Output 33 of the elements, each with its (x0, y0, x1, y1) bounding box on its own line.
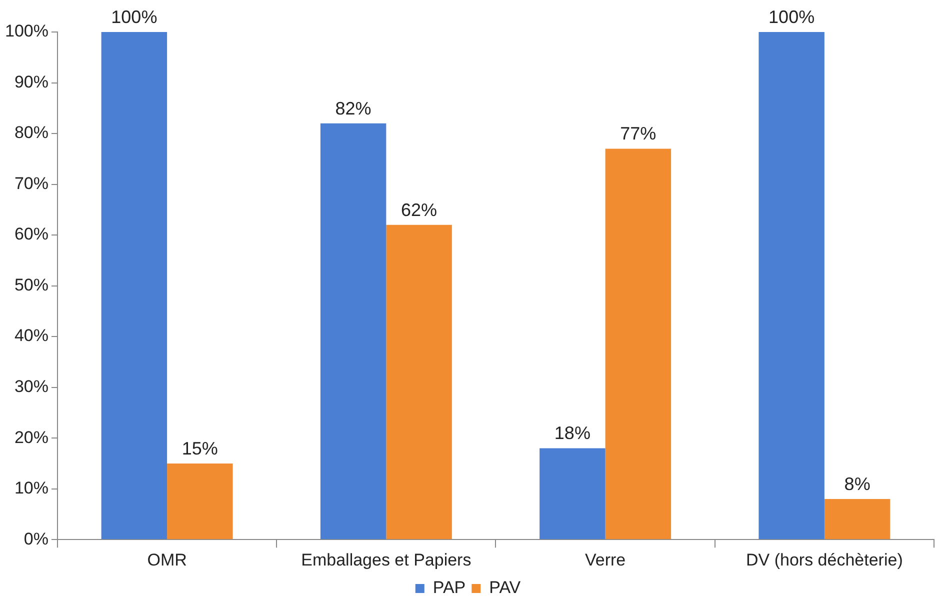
legend-label: PAV (489, 578, 522, 598)
data-label: 77% (620, 124, 656, 144)
bar (824, 498, 890, 540)
legend-label: PAP (432, 578, 466, 598)
bar (386, 224, 452, 540)
y-tick-label: 30% (14, 377, 48, 396)
bar (101, 32, 168, 540)
data-label: 18% (554, 423, 590, 444)
data-label: 15% (182, 438, 218, 458)
y-tick-label: 10% (14, 478, 48, 498)
bar (320, 123, 386, 540)
y-tick-label: 60% (14, 224, 48, 244)
x-tick-label: DV (hors déchèterie) (746, 550, 903, 570)
y-tick-label: 20% (14, 428, 48, 447)
bar (758, 32, 824, 540)
y-tick-label: 40% (14, 326, 48, 346)
y-tick-label: 100% (4, 22, 48, 41)
data-label: 82% (335, 98, 372, 118)
y-tick-label: 90% (14, 72, 48, 92)
bar (167, 463, 233, 540)
data-label: 62% (401, 200, 438, 220)
x-tick-label: Verre (584, 550, 626, 570)
data-label: 100% (111, 6, 158, 27)
y-tick-label: 50% (14, 275, 48, 294)
x-tick-label: Emballages et Papiers (301, 550, 472, 570)
x-tick-label: OMR (147, 550, 187, 570)
y-tick-label: 80% (14, 123, 48, 142)
data-label: 100% (768, 6, 815, 27)
y-tick-label: 0% (24, 529, 48, 548)
y-tick-label: 70% (14, 174, 48, 193)
bar (605, 148, 672, 540)
bar (540, 448, 606, 540)
data-label: 8% (844, 474, 870, 494)
